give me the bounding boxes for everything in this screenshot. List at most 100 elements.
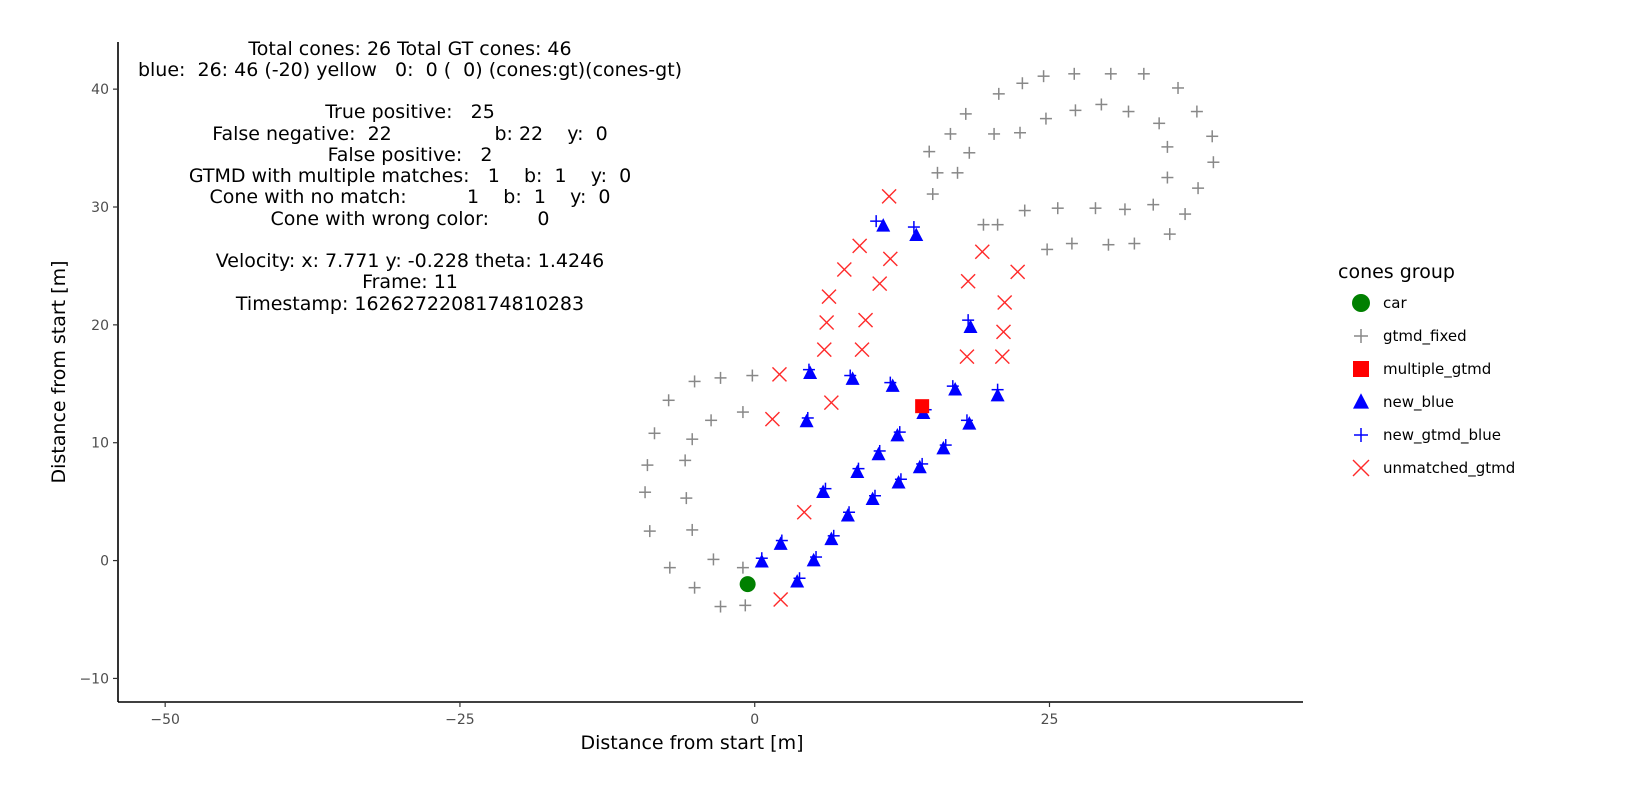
car-point: [739, 576, 756, 593]
false-positive: False positive: 2: [327, 144, 493, 166]
series-new-blue: [754, 218, 1005, 588]
unmatched-gtmd-point: [821, 289, 837, 305]
new-blue-point: [891, 475, 906, 489]
gtmd-fixed-point: [944, 127, 957, 140]
gtmd-fixed-point: [648, 427, 661, 440]
new-blue-point: [876, 218, 891, 232]
new-gtmd-blue-point: [991, 383, 1004, 396]
unmatched-gtmd-point: [996, 324, 1012, 340]
x-tick-label: −25: [445, 712, 475, 728]
gtmd-fixed-point: [1118, 203, 1131, 216]
gtmd-fixed-point: [1104, 67, 1117, 80]
gtmd-fixed-point: [977, 218, 990, 231]
series-gtmd-fixed: [639, 67, 1220, 613]
gtmd-fixed-point: [736, 406, 749, 419]
legend-title: cones group: [1338, 261, 1455, 283]
new-gtmd-blue-point: [884, 376, 897, 389]
gtmd-fixed-point: [736, 561, 749, 574]
new-blue-point: [803, 365, 818, 379]
x-tick-label: 0: [750, 712, 759, 728]
cone-wrong-color: Cone with wrong color: 0: [270, 208, 550, 230]
new-gtmd-blue-point: [907, 221, 920, 234]
gtmd-fixed-point: [923, 145, 936, 158]
gtmd-fixed-point: [1068, 67, 1081, 80]
y-tick-label: 40: [91, 82, 109, 98]
gtmd-fixed-point: [991, 218, 1004, 231]
y-tick-label: −10: [79, 671, 109, 687]
gtmd-fixed-point: [1206, 130, 1219, 143]
gtmd-fixed-point: [1051, 202, 1064, 215]
new-blue-point: [912, 459, 927, 474]
gtmd-fixed-point: [679, 454, 692, 467]
gtmd-fixed-point: [1069, 104, 1082, 117]
new-gtmd-blue-point: [939, 439, 952, 452]
new-blue-point: [845, 371, 860, 385]
gtmd-fixed-point: [1041, 243, 1054, 256]
series-unmatched-gtmd: [764, 188, 1026, 607]
new-blue-point: [865, 491, 880, 506]
gtmd-fixed-point: [1095, 98, 1108, 111]
legend-item-new-gtmd-blue: new_gtmd_blue: [1354, 426, 1501, 445]
gtmd-fixed-point: [739, 599, 752, 612]
new-blue-point: [962, 416, 977, 430]
new-blue-point: [840, 508, 855, 522]
legend-car-marker: [1352, 294, 1370, 312]
gtmd-fixed-point: [1172, 81, 1185, 94]
y-ticks: −10 0 10 20 30 40: [79, 82, 118, 687]
new-gtmd-blue-point: [962, 314, 975, 327]
y-tick-label: 0: [100, 554, 109, 570]
unmatched-gtmd-point: [852, 238, 868, 254]
gtmd-fixed-point: [1161, 171, 1174, 184]
gtmd-fixed-point: [1147, 198, 1160, 211]
new-gtmd-blue-point: [810, 551, 823, 564]
new-gtmd-blue-point: [852, 462, 865, 475]
unmatched-gtmd-point: [882, 251, 898, 267]
gtmd-fixed-point: [688, 375, 701, 388]
unmatched-gtmd-point: [771, 366, 787, 382]
legend-unmatched-gtmd-label: unmatched_gtmd: [1383, 459, 1515, 478]
gtmd-fixed-point: [705, 414, 718, 427]
new-blue-point: [890, 427, 905, 442]
gtmd-fixed-point: [926, 188, 939, 201]
frame: Frame: 11: [362, 271, 458, 293]
unmatched-gtmd-point: [854, 342, 870, 358]
gtmd-fixed-point: [1153, 117, 1166, 130]
cone-no-match: Cone with no match: 1 b: 1 y: 0: [209, 186, 611, 208]
gtmd-fixed-point: [992, 87, 1005, 100]
new-blue-point: [790, 574, 805, 588]
new-gtmd-blue-point: [893, 426, 906, 439]
new-gtmd-blue-point: [827, 529, 840, 542]
gtmd-fixed-point: [686, 523, 699, 536]
series-new-gtmd-blue: [755, 215, 1004, 585]
new-blue-point: [909, 227, 924, 242]
gtmd-multiple-matches: GTMD with multiple matches: 1 b: 1 y: 0: [188, 165, 632, 187]
unmatched-gtmd-point: [997, 294, 1013, 310]
new-gtmd-blue-point: [755, 552, 768, 565]
legend-car-label: car: [1383, 294, 1407, 312]
legend-item-new-blue: new_blue: [1353, 393, 1454, 412]
legend-new-blue-label: new_blue: [1383, 393, 1454, 412]
new-blue-point: [850, 464, 865, 478]
gtmd-fixed-point: [1207, 156, 1220, 169]
gtmd-fixed-point: [686, 433, 699, 446]
timestamp: Timestamp: 1626272208174810283: [235, 293, 585, 315]
unmatched-gtmd-point: [994, 349, 1010, 365]
unmatched-gtmd-point: [959, 349, 975, 365]
unmatched-gtmd-point: [881, 188, 897, 204]
multiple-gtmd-point: [915, 399, 930, 414]
gtmd-fixed-point: [1016, 77, 1029, 90]
y-axis-title: Distance from start [m]: [48, 261, 70, 484]
gtmd-fixed-point: [1161, 140, 1174, 153]
legend-item-multiple-gtmd: multiple_gtmd: [1353, 360, 1491, 379]
gtmd-fixed-point: [662, 394, 675, 407]
new-gtmd-blue-point: [843, 506, 856, 519]
new-blue-point: [936, 440, 951, 455]
x-tick-label: −50: [150, 712, 180, 728]
new-gtmd-blue-point: [946, 380, 959, 393]
unmatched-gtmd-point: [764, 411, 780, 427]
legend-item-car: car: [1352, 294, 1407, 312]
gtmd-fixed-point: [1122, 105, 1135, 118]
unmatched-gtmd-point: [836, 261, 852, 277]
x-axis-title: Distance from start [m]: [581, 732, 804, 754]
